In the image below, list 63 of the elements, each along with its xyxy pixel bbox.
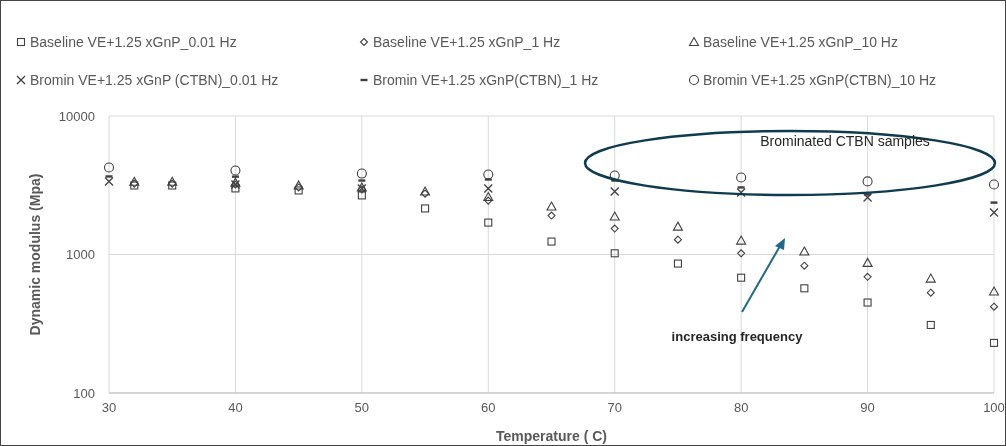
point [737, 273, 746, 282]
point [926, 288, 935, 297]
point [673, 259, 682, 268]
point [862, 176, 873, 187]
point [547, 211, 556, 220]
point [736, 235, 747, 245]
point [356, 168, 367, 179]
point [547, 237, 556, 246]
point [103, 162, 115, 173]
point [737, 249, 746, 258]
point [736, 172, 747, 183]
point [988, 179, 1000, 190]
legend-label: Bromin VE+1.25 xGnP(CTBN)_1 Hz [373, 72, 599, 88]
point [672, 221, 683, 231]
legend-label: Bromin VE+1.25 xGnP(CTBN)_10 Hz [703, 72, 937, 88]
x-tick-label: 90 [860, 400, 875, 415]
y-tick-label: 10000 [58, 108, 95, 124]
y-axis-title: Dynamic modulus (Mpa) [27, 173, 43, 336]
x-tick-label: 50 [354, 400, 370, 415]
point [926, 320, 935, 329]
point [610, 186, 620, 197]
annotation: increasing frequency [671, 329, 804, 344]
point [989, 338, 999, 347]
point [610, 224, 619, 233]
point [294, 186, 303, 195]
point [863, 272, 872, 281]
point [609, 211, 620, 221]
x-tick-label: 60 [481, 400, 496, 415]
point [799, 246, 810, 256]
point [862, 257, 873, 267]
y-tick-label: 100 [73, 385, 95, 401]
x-tick-label: 30 [101, 400, 117, 415]
legend-label: Baseline VE+1.25 xGnP_0.01 Hz [30, 34, 237, 50]
point [483, 169, 494, 180]
x-axis-title: Temperature ( C) [496, 428, 607, 444]
point [230, 165, 241, 176]
point [483, 191, 494, 202]
x-tick-label: 100 [983, 400, 1005, 415]
point [484, 218, 493, 227]
point [989, 302, 999, 311]
point [736, 187, 746, 198]
point [546, 201, 557, 211]
point [421, 204, 430, 213]
point [231, 184, 240, 193]
legend-label: Baseline VE+1.25 xGnP_1 Hz [373, 34, 561, 50]
point [673, 235, 682, 244]
point [988, 286, 1000, 296]
point [863, 298, 872, 307]
x-tick-label: 80 [733, 400, 749, 415]
point [357, 191, 366, 200]
x-tick-label: 40 [228, 400, 243, 415]
point [104, 176, 114, 187]
point [800, 284, 809, 293]
point [800, 261, 809, 270]
point [610, 249, 619, 258]
point [925, 273, 936, 283]
x-tick-label: 70 [607, 400, 622, 415]
point [989, 207, 999, 218]
y-tick-label: 1000 [66, 247, 95, 262]
annotation: Brominated CTBN samples [760, 133, 930, 149]
point [483, 183, 493, 194]
legend-label: Bromin VE+1.25 xGnP (CTBN)_0.01 Hz [30, 72, 279, 88]
legend-label: Baseline VE+1.25 xGnP_10 Hz [703, 34, 898, 50]
